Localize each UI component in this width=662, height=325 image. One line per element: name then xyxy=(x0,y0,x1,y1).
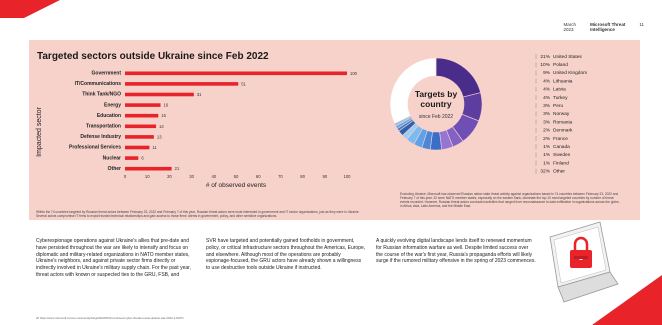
x-tick-label: 50 xyxy=(234,174,239,179)
bar-chart-footnote: Within the 74 countries targeted by Russ… xyxy=(36,210,360,218)
bar-category-label: Think Tank/NGO xyxy=(82,92,121,98)
legend-country: Lithuania xyxy=(553,78,573,84)
x-axis-label: # of observed events xyxy=(206,182,267,189)
bar-value-label: 6 xyxy=(141,156,144,161)
bar-category-label: Government xyxy=(92,71,122,77)
bar xyxy=(125,135,154,139)
bar-category-label: Professional Services xyxy=(69,145,121,151)
header-brand: Microsoft Threat Intelligence xyxy=(590,22,626,32)
legend-percent: 10% xyxy=(540,62,550,68)
x-tick-label: 90 xyxy=(322,174,327,179)
legend-percent: 3% xyxy=(543,111,551,117)
bar xyxy=(125,124,157,129)
legend-country: Latvia xyxy=(553,87,566,93)
bar-value-label: 51 xyxy=(241,81,246,86)
x-tick-label: 10 xyxy=(145,174,150,179)
bar xyxy=(125,92,194,97)
legend-country: Denmark xyxy=(553,128,573,134)
legend-country: Romania xyxy=(553,119,573,125)
legend-percent: 9% xyxy=(543,70,551,76)
legend-country: Canada xyxy=(553,144,570,150)
bar-category-label: Nuclear xyxy=(103,155,121,161)
bar-category-label: Transportation xyxy=(86,124,121,130)
bar-chart-title: Targeted sectors outside Ukraine since F… xyxy=(37,51,269,62)
legend-country: France xyxy=(553,136,568,142)
x-tick-label: 40 xyxy=(211,174,216,179)
x-tick-label: 70 xyxy=(278,174,283,179)
bar xyxy=(125,166,172,171)
bar-value-label: 16 xyxy=(164,103,169,108)
bar xyxy=(125,103,161,107)
reference-footnote: 20 https://www.microsoft.com/en-us/secur… xyxy=(36,316,184,320)
bar xyxy=(125,156,139,160)
legend-country: Norway xyxy=(553,111,570,117)
bar xyxy=(125,113,159,118)
header-page: 11 xyxy=(639,22,644,27)
donut-subtitle: since Feb 2022 xyxy=(419,114,453,120)
header-date: March 2023 xyxy=(563,22,577,32)
chart-panel xyxy=(29,40,640,220)
bar-value-label: 31 xyxy=(197,92,202,97)
legend-percent: 2% xyxy=(543,128,551,134)
donut-chart-note: Excluding Ukraine, Microsoft has observe… xyxy=(400,192,620,208)
legend-percent: 4% xyxy=(543,87,551,93)
bar-value-label: 13 xyxy=(157,134,162,139)
legend-percent: 3% xyxy=(543,119,551,125)
x-tick-label: 20 xyxy=(167,174,172,179)
legend-percent: 3% xyxy=(543,103,551,109)
legend-country: United Kingdom xyxy=(553,70,587,76)
legend-percent: 1% xyxy=(543,152,551,158)
x-tick-label: 80 xyxy=(300,174,305,179)
bar-value-label: 100 xyxy=(350,71,358,76)
legend-country: Peru xyxy=(553,103,563,109)
page-header: March 2023 Microsoft Threat Intelligence… xyxy=(564,22,644,32)
legend-country: Turkey xyxy=(553,95,568,101)
bar-category-label: Education xyxy=(97,113,121,119)
laptop-lock-illustration xyxy=(549,221,619,303)
bar-category-label: IT/Communications xyxy=(75,81,122,87)
bar-value-label: 14 xyxy=(159,124,164,129)
legend-percent: 2% xyxy=(543,136,551,142)
legend-percent: 4% xyxy=(543,95,551,101)
bar-category-label: Energy xyxy=(104,102,121,108)
legend-country: Sweden xyxy=(553,152,571,158)
body-column-1: Cyberespionage operations against Ukrain… xyxy=(36,238,191,278)
legend-country: United States xyxy=(553,54,582,60)
bar xyxy=(125,145,150,150)
donut-slice xyxy=(389,57,437,124)
legend-country: Other xyxy=(553,169,565,175)
donut-title-line1: Targets by xyxy=(415,89,458,99)
bar-category-label: Other xyxy=(108,166,121,172)
corner-accent-top xyxy=(0,0,60,18)
x-tick-label: 30 xyxy=(189,174,194,179)
bar-value-label: 15 xyxy=(161,113,166,118)
bar-category-label: Defense Industry xyxy=(80,134,121,140)
x-tick-label: 100 xyxy=(344,174,352,179)
legend-percent: 1% xyxy=(543,144,551,150)
legend-country: Finland xyxy=(553,160,569,166)
legend-percent: 21% xyxy=(540,54,550,60)
donut-title-line2: country xyxy=(420,99,451,109)
x-tick-label: 60 xyxy=(256,174,261,179)
legend-percent: 32% xyxy=(540,169,550,175)
bar xyxy=(125,71,347,76)
bar-value-label: 11 xyxy=(152,145,157,150)
legend-country: Poland xyxy=(553,62,568,68)
legend-percent: 1% xyxy=(543,160,551,166)
x-tick-label: 0 xyxy=(124,174,127,179)
legend-percent: 4% xyxy=(543,78,551,84)
bar xyxy=(125,82,239,86)
body-column-3: A quickly evolving digital landscape len… xyxy=(376,238,536,265)
bar-value-label: 21 xyxy=(175,166,180,171)
y-axis-label: Impacted sector xyxy=(36,106,43,156)
body-column-2: SVR have targeted and potentially gained… xyxy=(206,238,366,272)
